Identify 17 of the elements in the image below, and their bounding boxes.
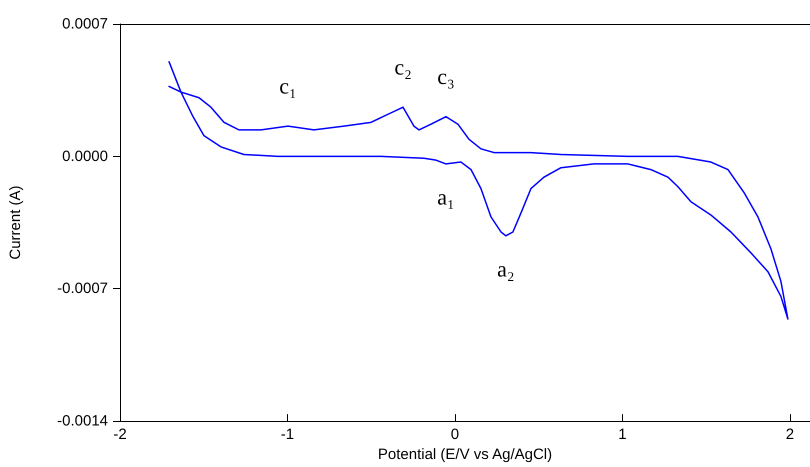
x-tick-label: -1 [280,426,294,444]
y-tick-label: -0.0014 [57,412,108,430]
annotation: c₁ [279,74,297,99]
x-axis-title: Potential (E/V vs Ag/AgCl) [378,446,552,463]
y-tick-label: 0.0000 [62,148,108,165]
x-tick-label: -2 [113,426,127,444]
y-tick-label: 0.0007 [62,16,108,32]
line-series [168,61,789,320]
annotation: c₃ [437,64,455,90]
annotation: a₁ [437,184,455,210]
y-tick-label: -0.0007 [57,280,108,298]
y-axis-title: Current (A) [7,185,24,260]
annotation: c₂ [394,54,412,80]
x-tick-label: 0 [450,426,460,444]
x-tick-label: 2 [786,426,794,444]
x-tick-label: 1 [618,426,627,444]
annotation: a₂ [497,256,515,282]
